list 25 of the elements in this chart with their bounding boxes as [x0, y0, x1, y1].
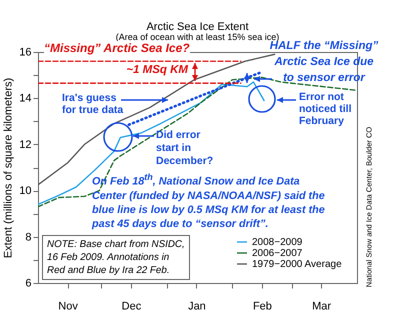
x-tick-label: Feb	[252, 300, 272, 312]
y-tick-label: 8	[25, 231, 32, 244]
y-tick-label: 14	[19, 92, 32, 105]
y-tick-label: 6	[25, 278, 32, 290]
legend-label: 2006−2007	[252, 248, 303, 259]
annotation: ~1 MSq KM	[116, 63, 188, 77]
legend-label: 1979−2000 Average	[252, 259, 342, 270]
y-axis-title: Extent (millions of square kilometers)	[2, 78, 14, 258]
annotation: Error not noticed till February	[299, 91, 352, 127]
chart-subtitle: (Area of ocean with at least 15% sea ice)	[116, 32, 280, 42]
annotation: Ira's guess for true data	[62, 92, 124, 116]
legend-label: 2008−2009	[252, 237, 303, 248]
x-tick-label: Nov	[58, 300, 78, 312]
y-tick-label: 10	[19, 185, 32, 198]
annotation: On Feb 18$^{th}$, National Snow and Ice Data Center (funded by NASA/NOAA/NSF) said the blue line is low by 0.5 MSq KM for at least the past 45 days due to “sensor drift”.	[92, 171, 325, 231]
y-tick-label: 12	[19, 138, 32, 151]
x-tick-label: Dec	[122, 300, 142, 312]
line-series	[38, 54, 276, 186]
chart-title: Arctic Sea Ice Extent	[146, 21, 249, 33]
annotation: NOTE: Base chart from NSIDC, 16 Feb 2009. Annotations in Red and Blue by Ira 22 Feb.	[42, 235, 190, 280]
annotation: Did error start in December?	[156, 129, 214, 168]
x-tick-label: Jan	[188, 300, 206, 312]
annotation: “Missing” Arctic Sea Ice?	[44, 41, 190, 56]
x-tick-label: Mar	[312, 300, 332, 312]
y-tick-label: 16	[19, 46, 32, 58]
